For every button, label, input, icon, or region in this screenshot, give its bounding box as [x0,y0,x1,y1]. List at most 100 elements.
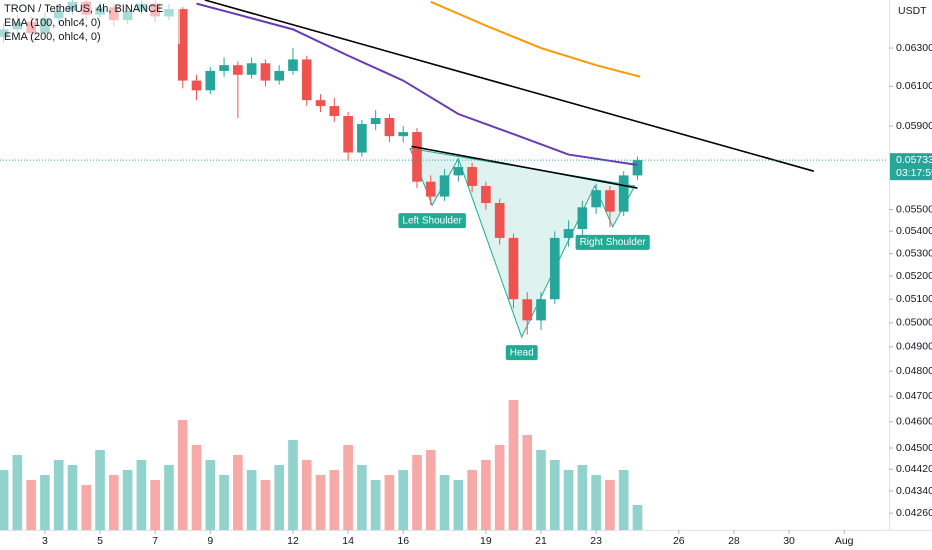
x-tick-label: 21 [535,535,547,547]
y-tick-label: 0.05100 [896,293,932,305]
x-tick-label: 19 [480,535,492,547]
x-tick-label: Aug [835,535,854,547]
x-tick-label: 7 [152,535,158,547]
volume-bar [53,460,64,530]
volume-bar [618,470,629,530]
candle-body [412,132,422,182]
volume-bar [177,420,188,530]
candle-body [191,80,202,91]
candle-body [288,59,298,71]
candle-body [494,203,505,238]
candle-body [205,70,216,91]
candle-body [274,70,285,81]
volume-bar [246,470,257,530]
candle-body [425,181,436,197]
x-tick-label: 9 [207,535,213,547]
volume-bar [164,465,174,530]
y-tick-label: 0.04340 [896,485,932,497]
candle-body [329,106,340,117]
annotation-label: Right Shoulder [580,237,647,248]
volume-bar [591,475,601,530]
y-tick-label: 0.05000 [896,317,932,329]
volume-bar [343,445,353,530]
candle-body [549,237,560,300]
x-tick-label: 28 [728,535,740,547]
x-tick-label: 5 [97,535,103,547]
candle-body [343,116,353,153]
volume-bar [260,480,271,530]
currency-label: USDT [898,5,927,17]
volume-bar [288,440,298,530]
volume-bar [467,470,477,530]
legend: TRON / TetherUS, 4h, BINANCE EMA (100, oh… [0,0,180,44]
volume-bar [481,460,491,530]
trend-line [411,145,638,189]
candle-body [370,118,381,125]
candle-body [632,160,643,176]
volume-bar [357,465,367,530]
volume-bar [95,450,105,530]
candle-body [577,207,588,230]
countdown-label: 03:17:59 [896,167,932,179]
volume-bar [301,460,312,530]
volume-bar [150,480,160,530]
x-tick-label: 3 [42,535,48,547]
legend-entry: EMA (200, ohlc4, 0) [4,31,101,43]
volume-bar [439,475,450,530]
candle-body [260,63,271,81]
legend-background [0,0,180,44]
y-tick-label: 0.04700 [896,390,932,402]
y-tick-label: 0.05200 [896,270,932,282]
volume-bar [632,505,643,530]
volume-bar [563,470,574,530]
y-tick-label: 0.05900 [896,120,932,132]
y-tick-label: 0.04600 [896,416,932,428]
x-tick-label: 12 [287,535,299,547]
volume-bar [136,460,147,530]
volume-bar [205,460,216,530]
volume-bar [549,460,560,530]
candle-body [219,65,229,71]
candle-body [618,175,629,212]
y-tick-label: 0.04500 [896,442,932,454]
volume-bar [577,465,588,530]
chart-title: TRON / TetherUS, 4h, BINANCE [4,3,163,15]
ema-line [430,0,641,78]
candle-body [384,118,395,137]
annotation-box [505,345,538,361]
candle-body [357,124,367,153]
annotation-label: Head [510,347,534,358]
y-tick-label: 0.05300 [896,247,932,259]
y-tick-label: 0.04800 [896,365,932,377]
candle-body [301,59,312,101]
volume-bar [109,475,119,530]
annotation-box [575,234,650,250]
candle-body [481,185,491,204]
candle-body [508,237,519,300]
plot-area [0,0,888,530]
volume-bar [40,475,50,530]
candle-body [315,100,326,107]
candle-body [453,167,464,176]
candle-body [398,132,409,137]
annotation-label: Left Shoulder [402,215,462,226]
volume-bar [453,480,464,530]
volume-bar [508,400,519,530]
x-tick-label: 30 [783,535,795,547]
y-tick-label: 0.04260 [896,507,932,519]
x-tick-label: 16 [397,535,409,547]
last-price-box [890,153,932,181]
candle-body [536,299,546,321]
y-tick-label: 0.06300 [896,42,932,54]
volume-bar [0,470,9,530]
last-price-label: 0.05733 [896,154,932,166]
volume-bar [412,455,422,530]
y-tick-label: 0.06100 [896,80,932,92]
volume-bar [219,475,229,530]
volume-bar [536,450,546,530]
volume-bar [329,470,340,530]
x-tick-label: 23 [590,535,602,547]
